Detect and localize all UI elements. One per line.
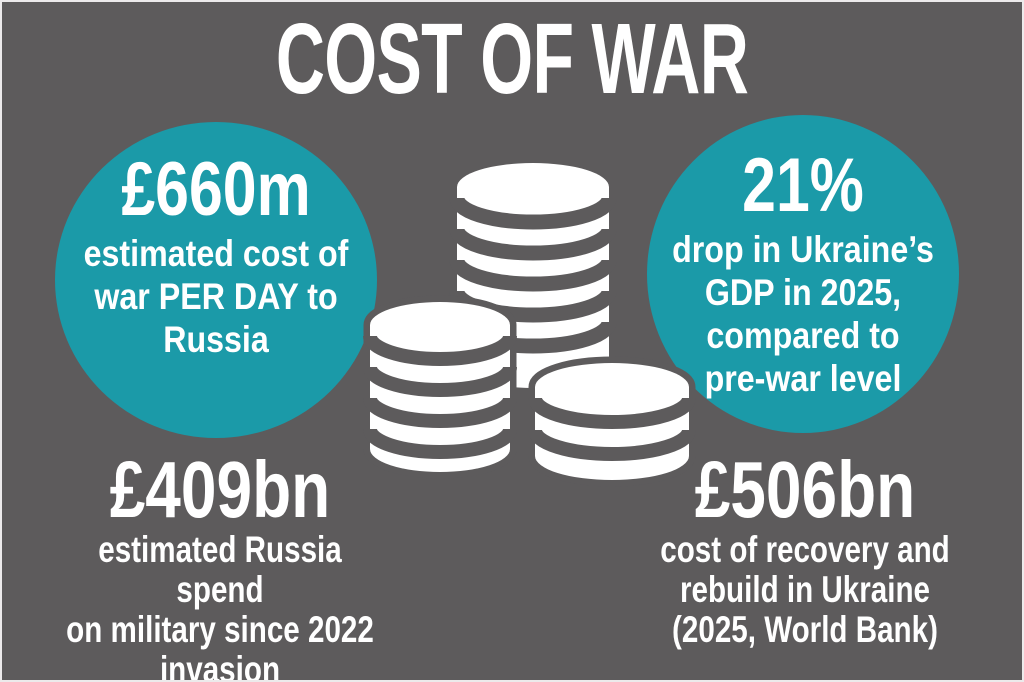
left-stat-value: £660m [121, 147, 311, 232]
right-stat-circle: 21% drop in Ukraine’s GDP in 2025, compa… [647, 115, 959, 433]
left-stat-caption: estimated cost of war PER DAY to Russia [83, 233, 349, 360]
bottom-right-stat: £506bn cost of recovery and rebuild in U… [605, 450, 1005, 650]
bottom-right-value: £506bn [694, 445, 916, 534]
coin-stacks-icon [363, 163, 696, 487]
bottom-left-stat: £409bn estimated Russia spend on militar… [20, 445, 420, 682]
coin-stack-front-left [363, 295, 517, 479]
bottom-right-caption: cost of recovery and rebuild in Ukraine … [660, 529, 950, 650]
right-stat-caption: drop in Ukraine’s GDP in 2025, compared … [672, 229, 934, 399]
left-stat-circle: £660m estimated cost of war PER DAY to R… [55, 122, 377, 438]
headline: COST OF WAR [275, 3, 749, 115]
coin-stack-front-right [528, 356, 696, 487]
bottom-left-value: £409bn [109, 445, 331, 534]
right-stat-value: 21% [742, 143, 864, 228]
bottom-left-caption: estimated Russia spend on military since… [66, 529, 374, 682]
